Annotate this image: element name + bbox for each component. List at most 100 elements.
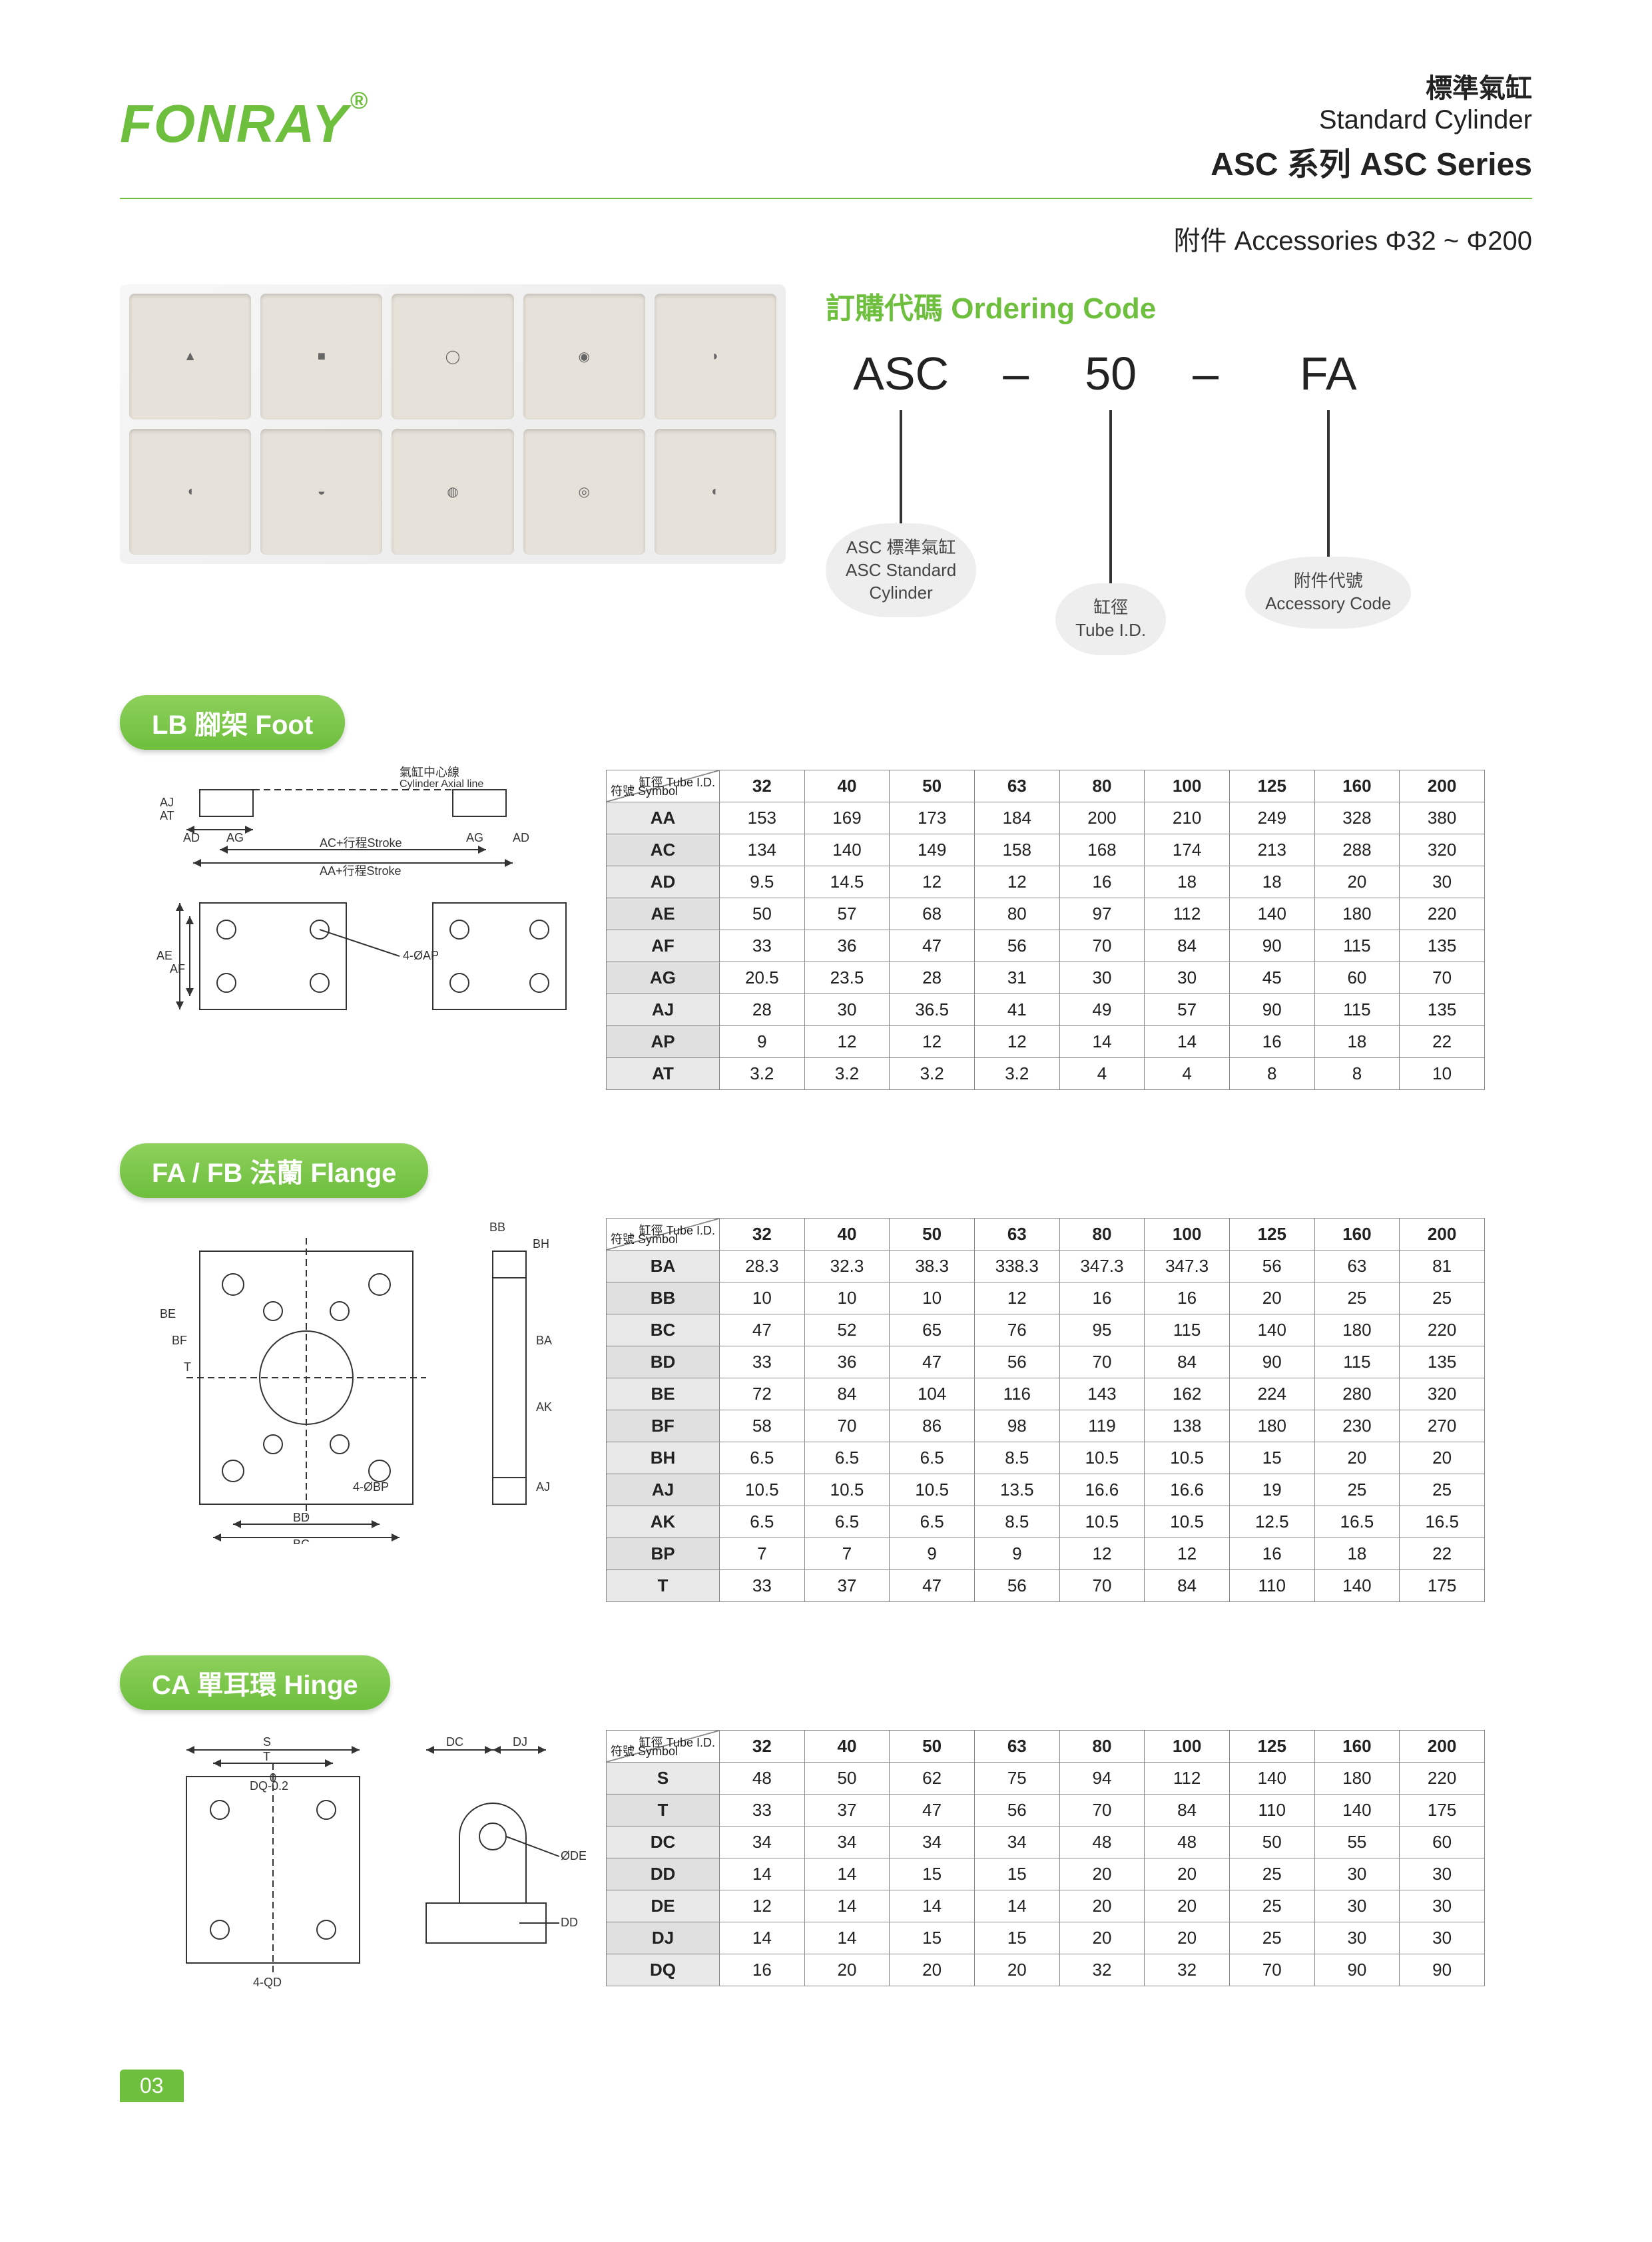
cell: 86 xyxy=(890,1410,975,1442)
cell: 75 xyxy=(974,1762,1059,1794)
row-symbol: AC xyxy=(607,834,720,866)
note-en: Accessory Code xyxy=(1265,593,1391,615)
cell: 70 xyxy=(804,1410,890,1442)
cell: 37 xyxy=(804,1569,890,1601)
cell: 4 xyxy=(1145,1057,1230,1089)
section-badge-fa: FA / FB 法蘭 Flange xyxy=(120,1143,428,1198)
cell: 95 xyxy=(1059,1314,1145,1346)
lbl: AD xyxy=(513,831,529,844)
col-head: 125 xyxy=(1229,770,1314,802)
cell: 84 xyxy=(1145,930,1230,962)
cell: 168 xyxy=(1059,834,1145,866)
cell: 8.5 xyxy=(974,1442,1059,1474)
cell: 10 xyxy=(890,1282,975,1314)
cell: 90 xyxy=(1229,993,1314,1025)
row-symbol: AJ xyxy=(607,1474,720,1506)
brand-text: FONRAY xyxy=(120,94,349,153)
lb-block: 氣缸中心線 Cylinder Axial line AJ AT AD AG AG… xyxy=(120,763,1532,1090)
cell: 32 xyxy=(1059,1954,1145,1986)
cell: 184 xyxy=(974,802,1059,834)
lbl: AF xyxy=(170,962,185,976)
cell: 15 xyxy=(974,1858,1059,1890)
lbl: BH xyxy=(533,1237,549,1251)
cell: 9 xyxy=(890,1538,975,1569)
cell: 25 xyxy=(1229,1858,1314,1890)
cell: 180 xyxy=(1229,1410,1314,1442)
row-symbol: T xyxy=(607,1569,720,1601)
cell: 84 xyxy=(1145,1346,1230,1378)
lbl: 4-ØBP xyxy=(353,1480,389,1494)
cell: 175 xyxy=(1400,1569,1485,1601)
cell: 10 xyxy=(720,1282,805,1314)
cell: 30 xyxy=(1400,1890,1485,1922)
top-row: ▲ ■ ◯ ◉ ◗ ◖ ◒ ◍ ◎ ◐ 訂購代碼 Ordering Code A… xyxy=(120,284,1532,655)
ca-table: 缸徑 Tube I.D.符號 Symbol3240506380100125160… xyxy=(606,1730,1485,1986)
col-head: 100 xyxy=(1145,1218,1230,1250)
cell: 220 xyxy=(1400,898,1485,930)
cell: 10.5 xyxy=(1059,1442,1145,1474)
col-head: 200 xyxy=(1400,1218,1485,1250)
cell: 10.5 xyxy=(1059,1506,1145,1538)
connector-line xyxy=(1327,410,1330,557)
dash: – xyxy=(1193,347,1219,400)
row-symbol: BA xyxy=(607,1250,720,1282)
cell: 347.3 xyxy=(1059,1250,1145,1282)
lbl: AG xyxy=(466,831,483,844)
cell: 76 xyxy=(974,1314,1059,1346)
cell: 6.5 xyxy=(804,1506,890,1538)
title-zh: 標準氣缸 xyxy=(1211,67,1532,105)
cell: 30 xyxy=(804,993,890,1025)
cell: 28.3 xyxy=(720,1250,805,1282)
cell: 169 xyxy=(804,802,890,834)
lbl: Cylinder Axial line xyxy=(400,778,483,790)
cell: 48 xyxy=(1145,1826,1230,1858)
cell: 210 xyxy=(1145,802,1230,834)
cell: 338.3 xyxy=(974,1250,1059,1282)
fa-block: BE BF T BD BC 4-ØBP BB BH AK BA AJ 缸徑 Tu… xyxy=(120,1211,1532,1602)
cell: 16 xyxy=(720,1954,805,1986)
cell: 34 xyxy=(804,1826,890,1858)
row-symbol: AK xyxy=(607,1506,720,1538)
col-head: 63 xyxy=(974,1218,1059,1250)
photo-cell: ◉ xyxy=(523,294,645,420)
row-symbol: DD xyxy=(607,1858,720,1890)
cell: 12 xyxy=(1059,1538,1145,1569)
col-head: 160 xyxy=(1314,770,1400,802)
cell: 14 xyxy=(974,1890,1059,1922)
photo-cell: ◒ xyxy=(260,429,382,555)
cell: 81 xyxy=(1400,1250,1485,1282)
lbl: AT xyxy=(160,809,174,822)
lbl: BB xyxy=(489,1221,505,1234)
cell: 20 xyxy=(1314,866,1400,898)
row-symbol: AA xyxy=(607,802,720,834)
lbl: ØDE xyxy=(561,1849,586,1862)
code-seg-acc: FA 附件代號 Accessory Code xyxy=(1245,347,1411,629)
col-head: 32 xyxy=(720,1730,805,1762)
photo-cell: ◍ xyxy=(392,429,513,555)
cell: 98 xyxy=(974,1410,1059,1442)
cell: 14 xyxy=(1145,1025,1230,1057)
cell: 180 xyxy=(1314,1762,1400,1794)
cell: 7 xyxy=(804,1538,890,1569)
cell: 56 xyxy=(974,1794,1059,1826)
cell: 18 xyxy=(1229,866,1314,898)
cell: 6.5 xyxy=(890,1442,975,1474)
cell: 115 xyxy=(1314,993,1400,1025)
lbl: BF xyxy=(172,1334,187,1347)
code-seg-asc: ASC ASC 標準氣缸 ASC Standard Cylinder xyxy=(826,347,976,617)
cell: 14 xyxy=(720,1858,805,1890)
cell: 84 xyxy=(804,1378,890,1410)
col-head: 160 xyxy=(1314,1218,1400,1250)
cell: 116 xyxy=(974,1378,1059,1410)
cell: 140 xyxy=(1229,1314,1314,1346)
cell: 15 xyxy=(974,1922,1059,1954)
cell: 62 xyxy=(890,1762,975,1794)
cell: 3.2 xyxy=(720,1057,805,1089)
cell: 14 xyxy=(890,1890,975,1922)
cell: 320 xyxy=(1400,834,1485,866)
col-head: 32 xyxy=(720,1218,805,1250)
cell: 180 xyxy=(1314,898,1400,930)
row-symbol: DC xyxy=(607,1826,720,1858)
row-symbol: AP xyxy=(607,1025,720,1057)
row-symbol: DE xyxy=(607,1890,720,1922)
